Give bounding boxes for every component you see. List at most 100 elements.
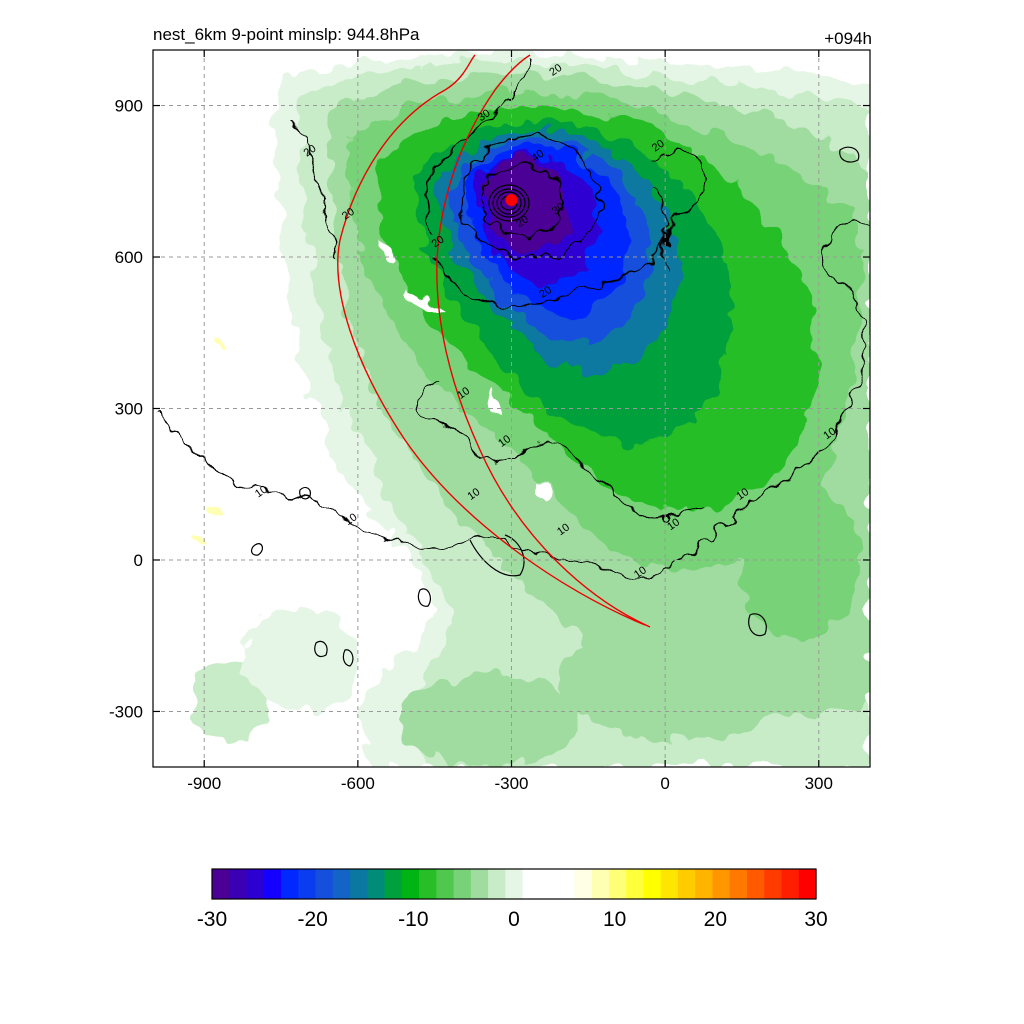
x-tick-label: -600 xyxy=(341,774,375,793)
field-streak xyxy=(405,285,445,313)
y-tick-label: 300 xyxy=(115,400,143,419)
colorbar-swatch xyxy=(712,869,731,899)
eye-ring-3 xyxy=(496,191,522,215)
colorbar-swatch xyxy=(263,869,282,899)
contour-label: 20 xyxy=(650,138,667,155)
colorbar-swatch xyxy=(229,869,248,899)
contour-label: 10 xyxy=(734,486,751,503)
contour-label: 10 xyxy=(665,516,682,533)
contour-10-left-islands xyxy=(251,146,860,667)
contour-label: 20 xyxy=(547,62,564,79)
colorbar-swatch xyxy=(298,869,317,899)
colorbar-frame xyxy=(211,868,817,900)
field-streak xyxy=(538,480,553,505)
x-tick-label: 0 xyxy=(660,774,669,793)
colorbar-tick-label: 10 xyxy=(603,908,626,931)
eye-ring-1 xyxy=(488,184,530,222)
colorbar-swatch xyxy=(470,869,489,899)
colorbar-swatch xyxy=(677,869,696,899)
field-streak xyxy=(488,395,502,420)
colorbar-swatch xyxy=(246,869,265,899)
colorbar-tick-label: 0 xyxy=(508,908,520,931)
y-tick-label: 600 xyxy=(115,248,143,267)
colorbar-swatch xyxy=(557,869,575,899)
contour-labels: 10 10 10 10 10 10 10 10 10 10 20 20 20 20 20 20 30 30 40 20 xyxy=(253,62,838,581)
colorbar-tick-label: -20 xyxy=(297,908,327,931)
contour-20-right xyxy=(649,149,706,271)
colorbar-swatch xyxy=(574,869,593,899)
colorbar-tick-label: -10 xyxy=(398,908,428,931)
colorbar-swatch xyxy=(643,869,662,899)
x-tick-label: -900 xyxy=(187,774,221,793)
contour-label: 10 xyxy=(253,483,270,500)
colorbar-swatch xyxy=(591,869,610,899)
colorbar-swatch xyxy=(332,869,351,899)
colorbar-swatch xyxy=(695,869,714,899)
colorbar-swatch xyxy=(746,869,765,899)
colorbar: -30 -20 -10 0 10 20 30 xyxy=(197,868,828,931)
contour-10-inner xyxy=(418,379,701,520)
colorbar-swatch xyxy=(453,869,472,899)
colorbar-swatch xyxy=(539,869,558,899)
colorbar-swatch xyxy=(488,869,506,899)
colorbar-swatch xyxy=(419,869,437,899)
track-lines xyxy=(337,54,651,628)
axis-ticks: -900 -600 -300 0 300 900 600 300 0 -300 xyxy=(109,50,870,793)
field-patch xyxy=(560,620,800,740)
contour-20 xyxy=(289,59,531,261)
y-tick-label: 0 xyxy=(134,551,143,570)
colorbar-swatch xyxy=(729,869,748,899)
field-patch xyxy=(240,610,360,710)
colorbar-tick-label: 20 xyxy=(704,908,727,931)
field-patch xyxy=(740,480,860,640)
contour-label: 40 xyxy=(529,148,546,165)
contour-30 xyxy=(459,134,600,258)
field-streak xyxy=(378,240,396,268)
contour-label: 20 xyxy=(514,213,531,230)
track-line-outer xyxy=(337,54,646,626)
y-tick-label: -300 xyxy=(109,702,143,721)
y-tick-label: 900 xyxy=(115,97,143,116)
contour-lines xyxy=(153,59,869,667)
colorbar-swatch xyxy=(522,869,541,899)
contour-label: 20 xyxy=(430,234,447,251)
shaded-field xyxy=(190,53,870,767)
colorbar-swatch xyxy=(608,869,627,899)
contour-label: 20 xyxy=(302,143,319,160)
contour-label: 10 xyxy=(821,425,838,442)
contour-label: 10 xyxy=(465,486,482,503)
eye-ring-2 xyxy=(492,188,526,218)
track-line-inner xyxy=(436,54,651,628)
contour-10 xyxy=(153,221,869,579)
colorbar-swatch xyxy=(626,869,645,899)
contour-label: 30 xyxy=(550,201,567,218)
chart-time-label: +094h xyxy=(824,29,872,48)
contour-label: 10 xyxy=(632,564,649,581)
colorbar-tick-label: 30 xyxy=(804,908,827,931)
colorbar-swatch xyxy=(505,869,524,899)
colorbar-swatch xyxy=(384,869,403,899)
contour-label: 10 xyxy=(555,521,572,538)
contour-10-bottom xyxy=(469,534,525,577)
colorbar-swatch xyxy=(315,869,334,899)
colorbar-swatch xyxy=(798,869,817,899)
colorbar-swatch xyxy=(212,869,230,899)
colorbar-swatch xyxy=(367,869,386,899)
colorbar-swatch xyxy=(781,869,800,899)
colorbar-swatch xyxy=(281,869,299,899)
field-patch xyxy=(211,342,219,348)
contour-40 xyxy=(479,164,564,237)
x-tick-label: 300 xyxy=(805,774,833,793)
field-patch xyxy=(205,509,225,521)
contour-label: 10 xyxy=(455,385,472,402)
colorbar-tick-label: -30 xyxy=(197,908,227,931)
field-patch xyxy=(400,675,580,765)
contour-label: 10 xyxy=(343,511,360,528)
field-patch xyxy=(192,536,208,544)
contour-label: 30 xyxy=(476,107,493,124)
contour-label: 20 xyxy=(537,284,554,301)
colorbar-swatch xyxy=(401,869,420,899)
colorbar-swatch xyxy=(660,869,679,899)
chart-title: nest_6km 9-point minslp: 944.8hPa xyxy=(153,25,420,44)
